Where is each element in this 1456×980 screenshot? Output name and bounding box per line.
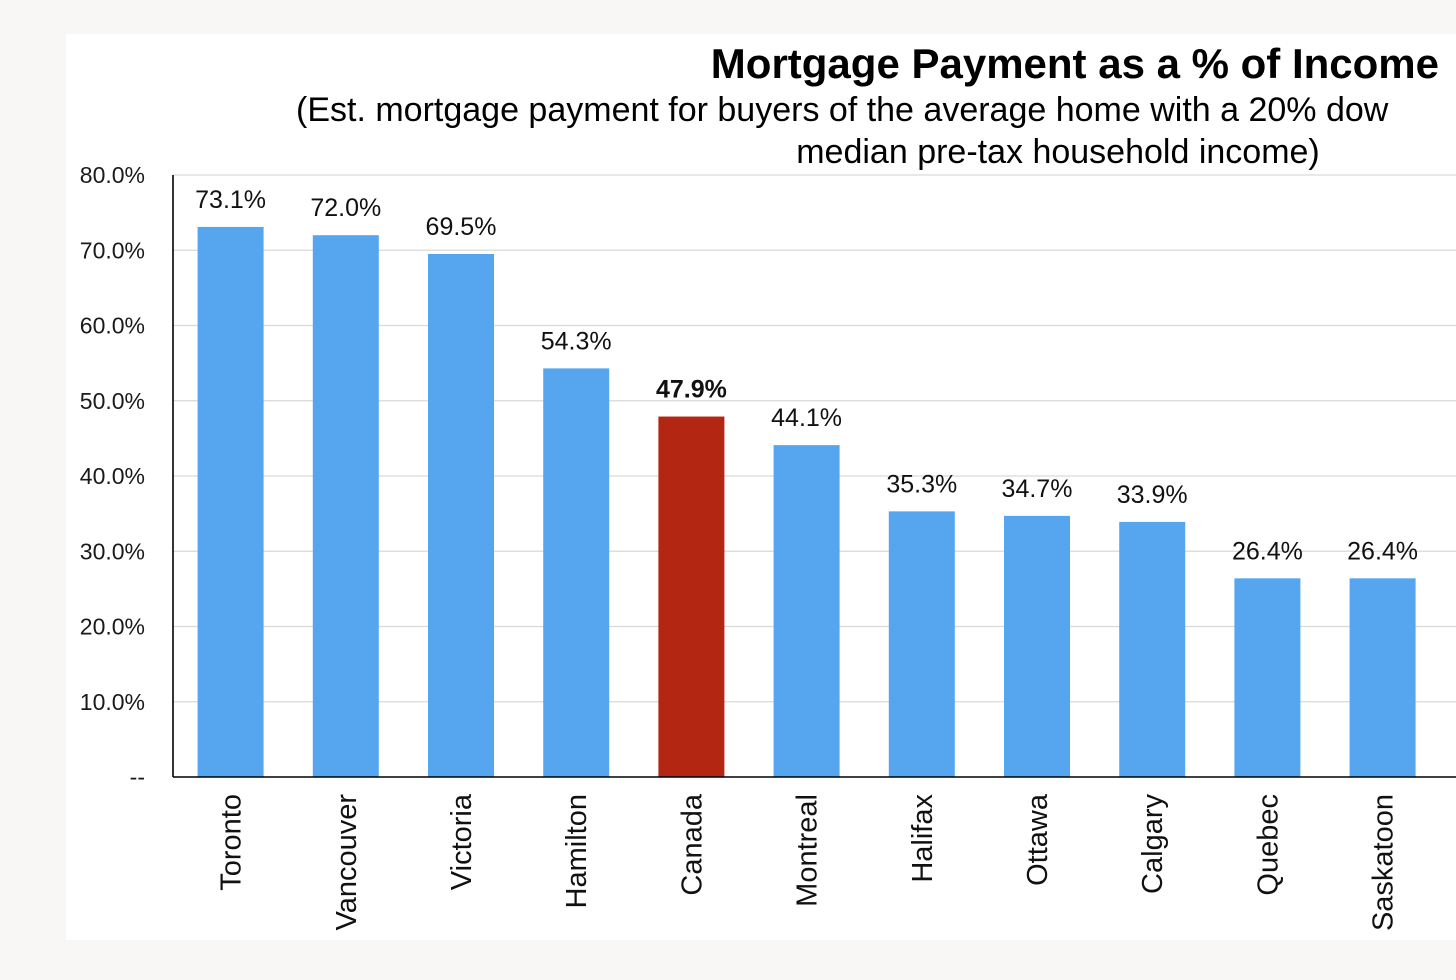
y-tick-label: 50.0% (80, 388, 145, 414)
data-label-halifax: 35.3% (886, 470, 957, 498)
data-label-canada: 47.9% (656, 376, 727, 404)
y-tick-label: -- (130, 764, 145, 790)
bar-calgary (1119, 521, 1186, 777)
chart-subtitle-line-2: median pre-tax household income) (796, 133, 1320, 171)
chart-title: Mortgage Payment as a % of Income (711, 40, 1439, 87)
category-label-victoria: Victoria (446, 793, 478, 890)
category-label-montreal: Montreal (792, 794, 824, 907)
y-axis-ticks: -- 10.0% 20.0% 30.0% 40.0% 50.0% 60.0% 70.0% 80.… (80, 162, 145, 790)
data-label-calgary: 33.9% (1117, 481, 1188, 509)
bar-victoria (428, 254, 494, 777)
data-label-montreal: 44.1% (771, 404, 842, 432)
category-label-quebec: Quebec (1252, 794, 1284, 896)
data-labels: 73.1% 72.0% 69.5% 54.3% 47.9% 44.1% 35.3% 34.7%… (195, 186, 1418, 565)
data-label-victoria: 69.5% (426, 213, 497, 241)
category-labels: Toronto Vancouver Victoria Hamilton Canada Mo… (216, 793, 1400, 931)
bar-toronto (197, 226, 264, 778)
data-label-vancouver: 72.0% (310, 194, 381, 222)
y-tick-label: 20.0% (80, 614, 145, 640)
bars (197, 226, 1416, 778)
y-tick-label: 10.0% (80, 689, 145, 715)
bar-saskatoon (1349, 578, 1416, 777)
category-label-canada: Canada (676, 793, 708, 895)
bar-halifax (888, 511, 955, 777)
category-label-halifax: Halifax (907, 794, 939, 883)
category-label-calgary: Calgary (1137, 794, 1169, 894)
data-label-toronto: 73.1% (195, 186, 266, 214)
chart-subtitle-line-1: (Est. mortgage payment for buyers of the… (296, 91, 1389, 129)
bar-ottawa (1004, 515, 1070, 777)
bar-vancouver (312, 235, 379, 777)
bar-hamilton (543, 368, 610, 777)
category-label-ottawa: Ottawa (1022, 793, 1054, 886)
category-label-saskatoon: Saskatoon (1368, 794, 1400, 931)
chart-card: Mortgage Payment as a % of Income (Est. … (66, 34, 1456, 940)
data-label-ottawa: 34.7% (1002, 475, 1073, 503)
data-label-hamilton: 54.3% (541, 327, 612, 355)
category-label-toronto: Toronto (216, 794, 248, 891)
y-tick-label: 40.0% (80, 463, 145, 489)
bar-montreal (773, 445, 840, 777)
bar-quebec (1234, 578, 1301, 777)
bar-chart: Mortgage Payment as a % of Income (Est. … (80, 40, 1456, 931)
data-label-saskatoon: 26.4% (1347, 537, 1418, 565)
y-tick-label: 30.0% (80, 538, 145, 564)
y-tick-label: 60.0% (80, 313, 145, 339)
data-label-quebec: 26.4% (1232, 537, 1303, 565)
category-label-vancouver: Vancouver (331, 794, 363, 931)
bar-canada (658, 416, 725, 777)
y-tick-label: 70.0% (80, 237, 145, 263)
y-tick-label: 80.0% (80, 162, 145, 188)
category-label-hamilton: Hamilton (561, 794, 593, 908)
